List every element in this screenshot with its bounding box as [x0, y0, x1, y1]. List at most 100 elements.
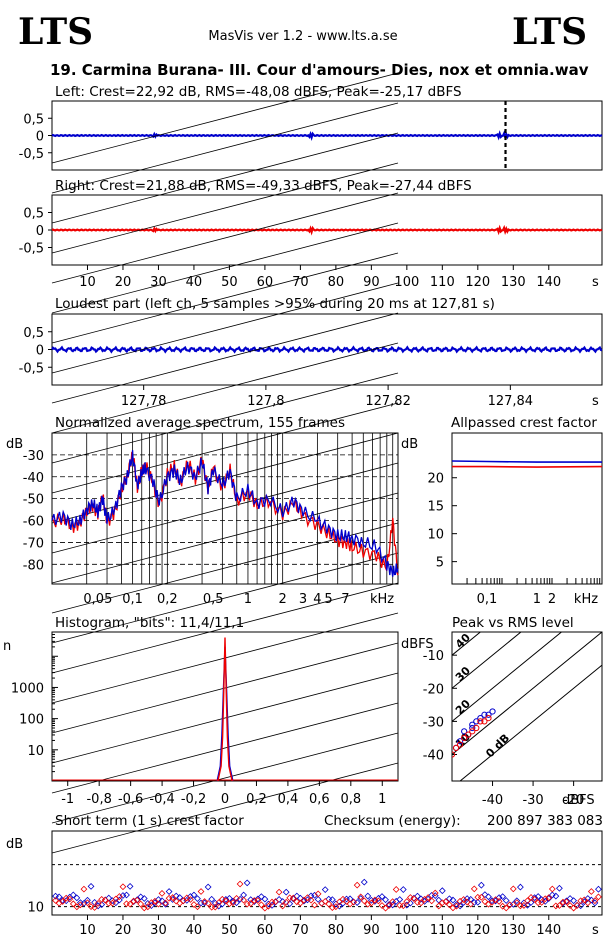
short-term-point-right [240, 896, 248, 904]
histogram-ytick-label: 10 [27, 744, 44, 759]
peak-rms-point-right [452, 744, 460, 751]
histogram-xtick-label: -1 [61, 792, 74, 807]
app-title: MasVis ver 1.2 - www.lts.a.se [208, 29, 397, 44]
short-term-point-left [499, 893, 507, 901]
spectrum-xtick-label: 0,1 [122, 592, 143, 607]
time-xtick-label: 130 [501, 275, 526, 290]
short-term-point-left [261, 895, 269, 903]
waveform-xunit: s [592, 275, 599, 290]
short-term-point-right [275, 888, 283, 896]
short-term-point-left [477, 881, 485, 889]
peak-rms-crest-line [459, 664, 602, 781]
histogram-ylabel: n [3, 639, 11, 654]
spectrum-slope-line [51, 162, 399, 254]
short-term-point-left [140, 895, 148, 902]
short-term-point-right [52, 897, 59, 904]
short-term-point-right [595, 893, 602, 901]
time-xtick-label: 30 [150, 275, 167, 290]
right-waveform-title: Right: Crest=21,88 dB, RMS=-49,33 dBFS, … [55, 178, 472, 194]
short-term-point-left [286, 900, 294, 908]
short-term-point-right [587, 888, 595, 895]
short-term-point-right [470, 885, 478, 893]
short-term-point-left [516, 883, 524, 891]
short-term-point-right [367, 899, 375, 907]
short-term-point-right [520, 902, 528, 909]
short-term-point-right [321, 898, 329, 905]
loudest-part-title: Loudest part (left ch, 5 samples >95% du… [55, 296, 495, 312]
crest-allpass-ytick-label: 20 [427, 472, 444, 487]
short-term-point-right [417, 899, 425, 907]
peak-rms-point-left [469, 724, 476, 732]
spectrum-ytick-label: -80 [23, 558, 44, 573]
short-term-point-left [240, 891, 248, 899]
short-term-frame [51, 830, 603, 916]
peak-rms-crest-line [452, 632, 522, 689]
peak-rms-point-left [473, 718, 480, 725]
spectrum-xtick-label: 4 [313, 592, 321, 607]
short-term-point-right [250, 897, 258, 904]
short-term-point-left [595, 885, 602, 893]
short-term-point-right [502, 904, 510, 912]
time-xtick-label: 90 [363, 275, 380, 290]
histogram-xtick-label: 0 [221, 792, 229, 807]
spectrum-slope-line [51, 462, 399, 554]
loudest-part-ytick-label: -0,5 [19, 361, 44, 376]
short-term-point-left [321, 886, 329, 894]
peak-rms-point-right [461, 734, 468, 742]
histogram-ytick-label: 100 [19, 713, 44, 728]
short-term-point-right [474, 893, 482, 901]
short-term-point-left [534, 893, 542, 900]
short-term-point-left [194, 895, 201, 903]
short-term-point-right [208, 903, 216, 911]
short-term-point-right [591, 897, 599, 905]
short-term-point-left [396, 896, 404, 903]
crest-allpass-frame [451, 432, 603, 585]
short-term-point-left [481, 891, 489, 899]
short-term-point-left [502, 897, 510, 904]
spectrum-slope-line [51, 342, 399, 434]
spectrum-slope-line [51, 492, 399, 584]
spectrum-title: Normalized average spectrum, 155 frames [55, 415, 345, 431]
short-term-point-left [243, 879, 251, 887]
short-term-point-right [204, 899, 212, 907]
histogram-xtick-label: -0,8 [86, 792, 111, 807]
short-term-point-right [524, 897, 531, 905]
spectrum-xtick-label: 5 [324, 592, 332, 607]
spectrum-xtick-label: 7 [341, 592, 349, 607]
crest-allpass-title: Allpassed crest factor [451, 415, 597, 431]
short-term-point-right [94, 899, 102, 907]
spectrum-slope-line [51, 192, 399, 284]
spectrum-slope-line [51, 282, 399, 374]
short-term-point-right [254, 897, 262, 904]
crest-allpass-series-left [451, 460, 602, 463]
short-term-point-left [275, 896, 283, 903]
short-term-crest-title: Short term (1 s) crest factor [55, 813, 244, 829]
file-title: 19. Carmina Burana- III. Cour d'amours- … [50, 61, 589, 79]
short-term-point-right [151, 897, 159, 905]
short-term-xtick-label: 30 [150, 923, 167, 938]
peak-rms-point-right [469, 728, 476, 735]
crest-allpass-series-right [452, 465, 603, 468]
spectrum-xtick-label: 2 [279, 592, 287, 607]
short-term-point-right [353, 881, 361, 889]
spectrum-ytick-label: -40 [23, 471, 44, 486]
short-term-xtick-label: 80 [328, 923, 345, 938]
spectrum-slope-line [51, 252, 399, 344]
short-term-point-right [495, 898, 503, 905]
short-term-point-right [392, 886, 400, 893]
short-term-point-right [385, 902, 393, 909]
short-term-point-left [218, 900, 226, 908]
left-waveform-title: Left: Crest=22,92 dB, RMS=-48,08 dBFS, P… [55, 84, 462, 100]
spectrum-ytick-label: -60 [23, 515, 44, 530]
short-term-point-right [218, 895, 226, 903]
peak-rms-point-right [485, 714, 492, 722]
short-term-point-right [403, 898, 411, 905]
peak-rms-xtick-label: -40 [482, 793, 503, 808]
time-xtick-label: 110 [430, 275, 455, 290]
histogram-series-right [217, 637, 233, 782]
spectrum-slope-line [51, 102, 399, 194]
short-term-point-left [446, 895, 453, 903]
peak-rms-crest-line [452, 632, 482, 656]
short-term-xtick-label: 70 [292, 923, 309, 938]
short-term-xtick-label: 90 [363, 923, 380, 938]
